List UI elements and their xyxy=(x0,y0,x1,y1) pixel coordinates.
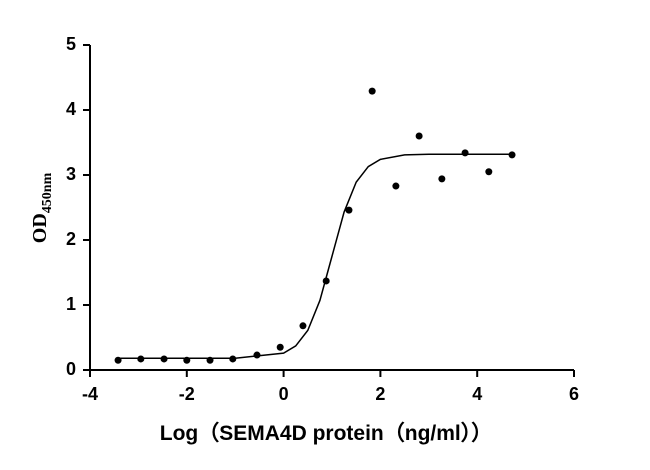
x-tick-label: 6 xyxy=(569,384,579,404)
y-axis-label: OD450nm xyxy=(29,172,55,243)
data-point xyxy=(415,132,423,140)
y-tick-label: 3 xyxy=(66,164,76,184)
x-axis-label: Log（SEMA4D protein（ng/ml）） xyxy=(160,421,493,445)
y-axis-label-group: OD450nm xyxy=(29,172,55,243)
y-label-sub: 450nm xyxy=(40,172,55,213)
x-tick-label: 2 xyxy=(375,384,385,404)
y-tick-label: 1 xyxy=(66,294,76,314)
y-tick-label: 0 xyxy=(66,359,76,379)
x-tick-label: -4 xyxy=(82,384,98,404)
x-tick-label: 4 xyxy=(472,384,482,404)
data-point xyxy=(345,206,353,214)
x-tick-label: -2 xyxy=(179,384,195,404)
fit-curve xyxy=(118,153,513,360)
y-label-main: OD xyxy=(29,213,51,243)
data-point xyxy=(392,182,400,190)
data-point xyxy=(461,149,469,157)
data-point xyxy=(438,175,446,183)
data-point xyxy=(276,343,284,351)
y-tick-label: 5 xyxy=(66,34,76,54)
data-point xyxy=(368,87,376,95)
y-tick-label: 4 xyxy=(66,99,76,119)
data-point xyxy=(485,168,493,176)
y-tick-label: 2 xyxy=(66,229,76,249)
x-tick-label: 0 xyxy=(279,384,289,404)
data-point xyxy=(299,322,307,330)
